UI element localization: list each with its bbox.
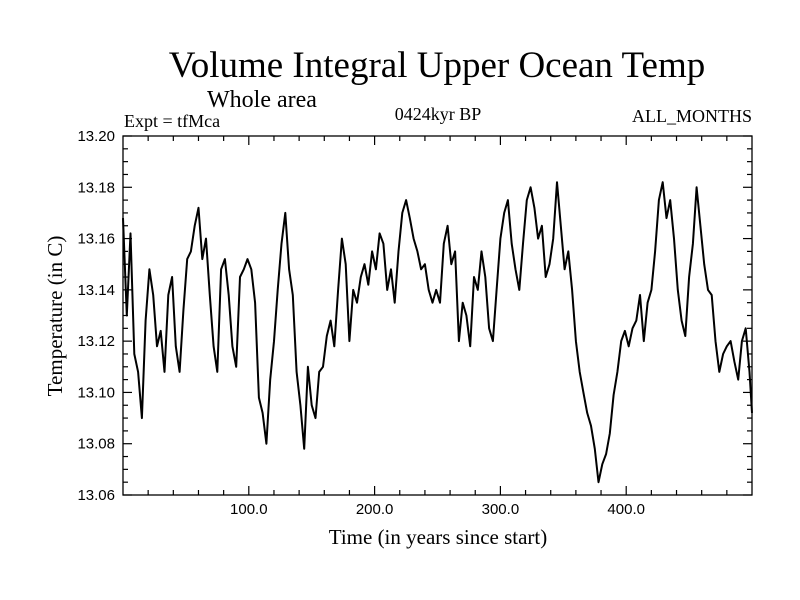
x-tick-label: 200.0 xyxy=(356,501,394,518)
y-tick-label: 13.14 xyxy=(77,282,115,299)
x-axis-label: Time (in years since start) xyxy=(329,525,548,549)
experiment-label: Expt = tfMca xyxy=(124,111,220,131)
y-tick-label: 13.16 xyxy=(77,231,115,248)
chart-subtitle: Whole area xyxy=(207,87,317,113)
plot-frame xyxy=(122,135,753,496)
y-tick-label: 13.06 xyxy=(77,487,115,504)
months-label: ALL_MONTHS xyxy=(632,106,752,126)
x-tick-label: 100.0 xyxy=(230,501,268,518)
x-tick-label: 300.0 xyxy=(482,501,520,518)
y-tick-label: 13.20 xyxy=(77,128,115,145)
y-tick-label: 13.18 xyxy=(77,179,115,196)
y-tick-label: 13.12 xyxy=(77,333,115,350)
x-tick-label: 400.0 xyxy=(607,501,645,518)
y-tick-label: 13.08 xyxy=(77,436,115,453)
period-label: 0424kyr BP xyxy=(395,104,482,124)
y-axis-label: Temperature (in C) xyxy=(43,236,67,397)
tick-labels: 100.0 200.0 300.0 400.0 13.06 13.08 13.10 13.12… xyxy=(77,128,645,518)
series-line xyxy=(122,181,753,484)
axis-ticks xyxy=(123,135,752,496)
chart-title: Volume Integral Upper Ocean Temp xyxy=(169,45,705,86)
y-tick-label: 13.10 xyxy=(77,384,115,401)
